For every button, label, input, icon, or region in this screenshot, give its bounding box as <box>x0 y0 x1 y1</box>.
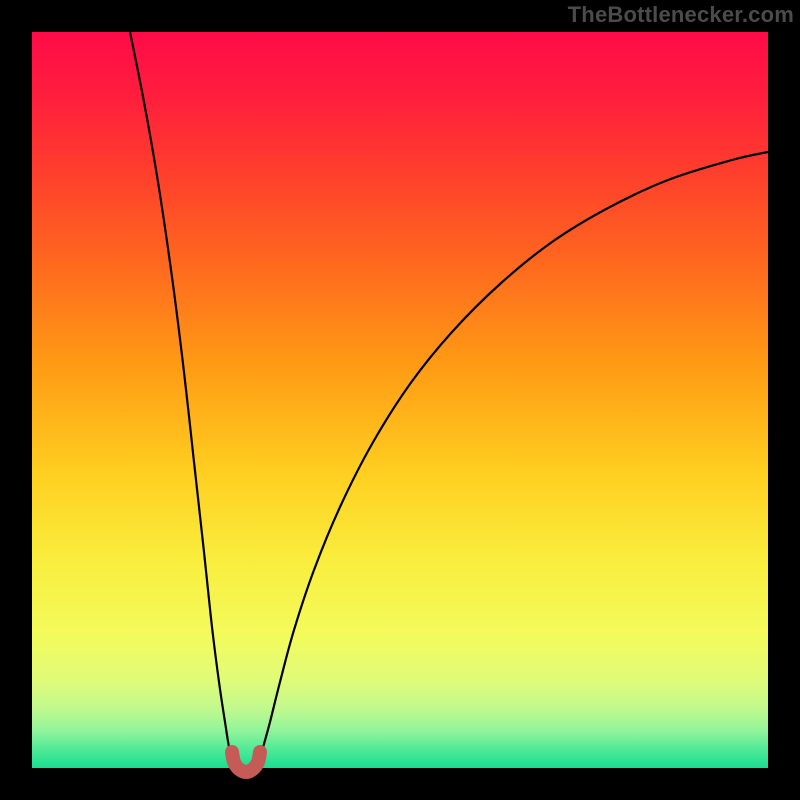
watermark-text: TheBottlenecker.com <box>568 2 794 28</box>
chart-root: TheBottlenecker.com <box>0 0 800 800</box>
chart-svg <box>0 0 800 800</box>
